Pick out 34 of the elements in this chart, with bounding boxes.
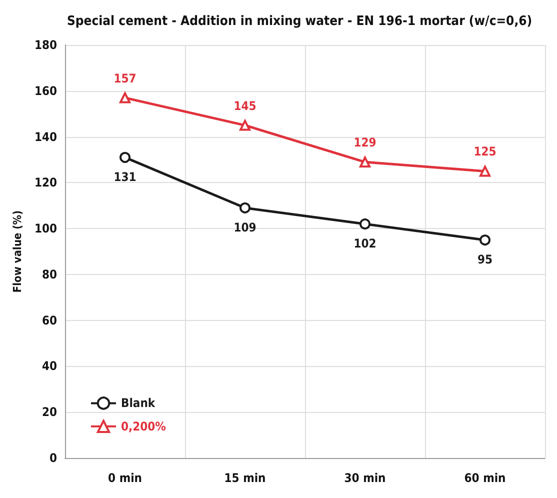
point [360, 218, 370, 230]
point [120, 152, 130, 163]
data-label: 157 [114, 71, 136, 86]
point [480, 234, 490, 246]
y-tick-label: 100 [34, 222, 57, 236]
point [120, 92, 130, 104]
data-label: 145 [234, 98, 256, 113]
x-tick-label: 30 min [344, 471, 386, 485]
data-label: 129 [354, 136, 376, 150]
x-tick-label: 15 min [224, 471, 266, 485]
x-tick-label: 0 min [108, 471, 142, 485]
data-label: 125 [474, 144, 496, 159]
y-tick-label: 140 [34, 130, 57, 144]
data-label: 109 [234, 220, 256, 234]
y-tick-label: 60 [42, 313, 57, 328]
y-tick-label: 120 [34, 176, 57, 190]
y-tick-label: 180 [34, 38, 57, 52]
legend-label: Blank [121, 396, 156, 410]
legend-label: 0,200% [121, 419, 166, 434]
y-axis-title: Flow value (%) [11, 210, 24, 293]
point [480, 166, 490, 177]
data-label: 131 [114, 170, 136, 184]
data-label: 95 [477, 252, 493, 267]
data-label: 102 [354, 236, 376, 250]
y-tick-label: 40 [42, 359, 57, 374]
x-tick-label: 60 min [464, 471, 506, 485]
y-tick-label: 20 [42, 405, 57, 420]
point [240, 202, 250, 214]
chart-title: Special cement - Addition in mixing water - EN 196-1 mortar (w/c=0,6) [67, 14, 532, 29]
point [240, 120, 250, 131]
point [360, 156, 370, 168]
y-tick-label: 0 [49, 451, 57, 465]
y-tick-label: 160 [34, 84, 57, 98]
y-tick-label: 80 [42, 267, 57, 282]
